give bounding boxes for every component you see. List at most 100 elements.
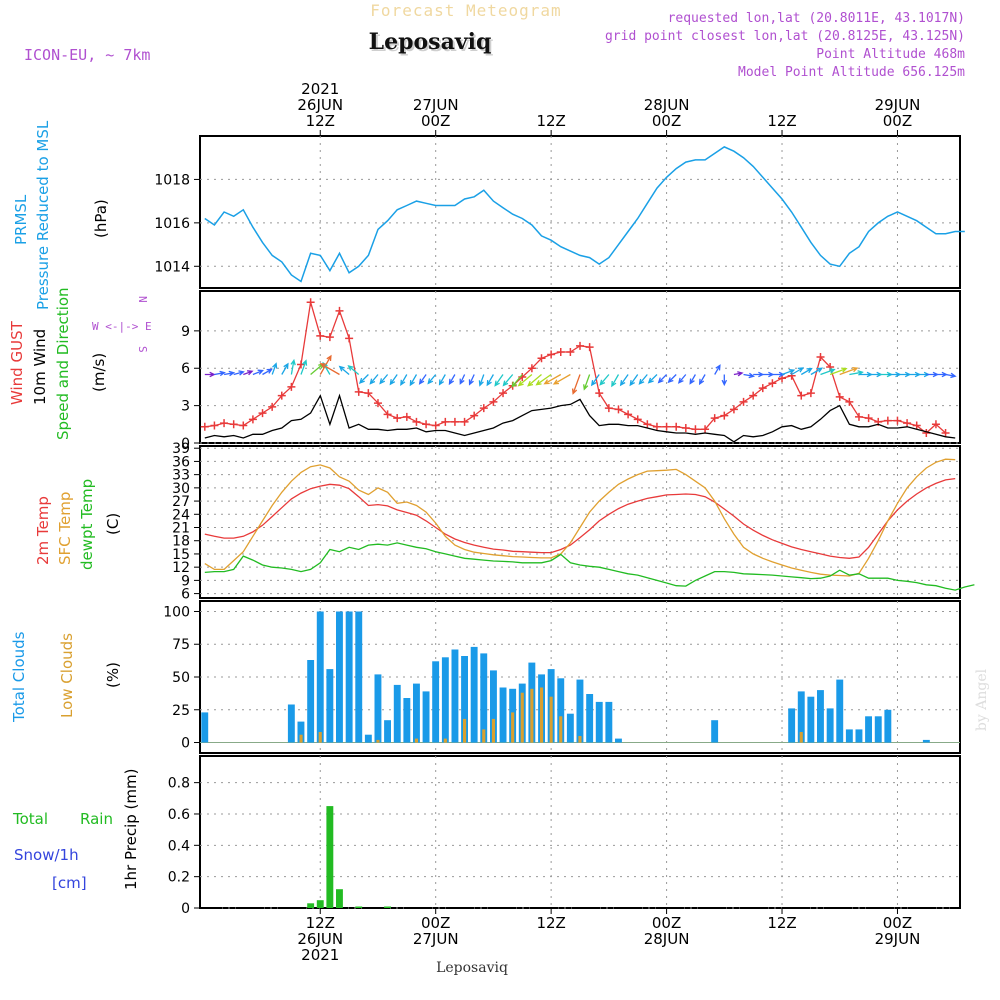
sfc-temp-label: SFC Temp	[56, 492, 74, 565]
wind-direction-arrow	[829, 367, 848, 376]
wind-direction-arrow	[389, 374, 398, 386]
wind-direction-arrow	[820, 368, 836, 376]
time-label-bottom: 00Z	[421, 914, 450, 932]
total-clouds-bar	[922, 739, 930, 743]
location-title: Leposaviq	[369, 29, 492, 55]
wind-direction-arrow	[571, 374, 581, 395]
y-tick-label-temperature: 6	[181, 587, 190, 603]
wind-gust-point	[710, 414, 719, 423]
wind-gust-point	[422, 420, 431, 429]
wind-gust-point	[864, 414, 873, 423]
total-clouds-bar	[480, 653, 488, 743]
low-clouds-bar	[463, 718, 467, 743]
time-label-bottom: 00Z	[883, 914, 912, 932]
y-tick-label-temperature: 33	[172, 468, 190, 484]
low-clouds-bar	[530, 688, 534, 743]
wind-direction-arrow	[223, 370, 236, 377]
wind-gust-point	[354, 387, 363, 396]
wind-direction-arrow	[743, 372, 755, 379]
y-tick-label-temperature: 9	[181, 573, 190, 589]
wind-direction-arrow	[517, 374, 533, 387]
wind-gust-point	[527, 364, 536, 373]
wind-gust-point	[681, 424, 690, 433]
wind-gust-point	[652, 422, 661, 431]
y-tick-label-temperature: 12	[172, 560, 190, 576]
wind-gust-point	[470, 411, 479, 420]
low-clouds-bar	[549, 696, 553, 743]
y-tick-label-clouds: 100	[163, 604, 190, 620]
y-tick-label-temperature: 21	[172, 521, 190, 537]
wind-gust-point	[576, 341, 584, 350]
total-clouds-bar	[297, 721, 305, 743]
y-tick-label-wind: 9	[181, 324, 190, 340]
time-label-top: 26JUN	[297, 96, 343, 114]
wind-direction-arrow	[494, 374, 504, 387]
precip-rain-label: Rain	[80, 810, 113, 828]
temp-2m-line	[204, 477, 956, 559]
wind-gust-point	[816, 353, 825, 362]
wind-direction-arrow	[427, 374, 437, 385]
wind-gust-point	[797, 391, 806, 400]
time-label-top: 27JUN	[413, 96, 459, 114]
wind-gust-point	[547, 350, 556, 359]
wind-direction-arrow	[781, 369, 796, 376]
pressure-line	[204, 146, 965, 283]
wind-gust-point	[200, 422, 209, 431]
time-label-bottom: 12Z	[536, 914, 565, 932]
low-clouds-bar	[540, 687, 544, 743]
wind-gust-point	[210, 421, 219, 430]
wind-gust-point	[383, 410, 392, 419]
chart-title: Forecast Meteogram	[370, 1, 561, 20]
wind-gust-point	[729, 405, 738, 414]
time-label-top: 00Z	[421, 112, 450, 130]
wind-gust-point	[854, 412, 863, 421]
total-clouds-bar	[374, 674, 382, 743]
wind-direction-arrow	[753, 371, 765, 378]
time-label-bottom: 00Z	[652, 914, 681, 932]
total-clouds-bar	[566, 713, 574, 743]
wind-gust-point	[306, 298, 315, 307]
total-clouds-bar	[413, 683, 420, 743]
watermark: by Angel	[974, 668, 990, 731]
y-tick-label-temperature: 30	[172, 481, 190, 497]
wind-gust-point	[373, 399, 382, 408]
wind-direction-arrow	[647, 374, 658, 384]
wind-gust-point	[297, 360, 306, 369]
wind-gust-point	[441, 417, 450, 426]
rain-bar	[316, 900, 324, 908]
wind-gust-point	[595, 389, 604, 398]
wind-gust-point	[604, 404, 613, 413]
wind-direction-arrow	[468, 374, 475, 386]
model-altitude: Model Point Altitude 656.125m	[738, 65, 965, 80]
y-tick-label-wind: 6	[181, 361, 190, 377]
total-clouds-bar	[836, 679, 844, 743]
wind-gust-point	[845, 397, 854, 406]
y-tick-label-wind: 3	[181, 399, 190, 415]
total-clouds-bar	[807, 696, 815, 743]
precip-snow-label: Snow/1h	[14, 846, 79, 864]
wind-gust-point	[931, 420, 940, 429]
y-tick-label-clouds: 25	[172, 703, 190, 719]
pressure-unit-label: (hPa)	[92, 199, 110, 238]
wind-gust-point	[325, 333, 334, 342]
wind-gust-point	[893, 416, 902, 425]
wind-gust-point	[258, 409, 267, 418]
wind-gust-point	[412, 417, 421, 426]
wind-direction-arrow	[527, 374, 542, 387]
time-label-bottom: 29JUN	[875, 930, 921, 948]
wind-direction-arrow	[262, 368, 273, 376]
clouds-unit-label: (%)	[104, 662, 122, 688]
wind-direction-arrow	[369, 374, 379, 385]
y-tick-label-clouds: 50	[172, 670, 190, 686]
total-clouds-bar	[711, 720, 719, 743]
time-label-top: 12Z	[536, 112, 565, 130]
compass-we-label: W <-|-> E	[92, 320, 152, 333]
wind-gust-point	[364, 389, 373, 398]
time-label-top: 00Z	[652, 112, 681, 130]
wind-direction-arrow	[698, 374, 706, 386]
grid-point-coords: grid point closest lon,lat (20.8125E, 43…	[605, 29, 965, 44]
panel-frame-temperature	[199, 445, 961, 599]
time-label-top: 12Z	[767, 112, 796, 130]
wind-gust-point	[566, 348, 575, 357]
wind-direction-arrow	[689, 374, 696, 385]
